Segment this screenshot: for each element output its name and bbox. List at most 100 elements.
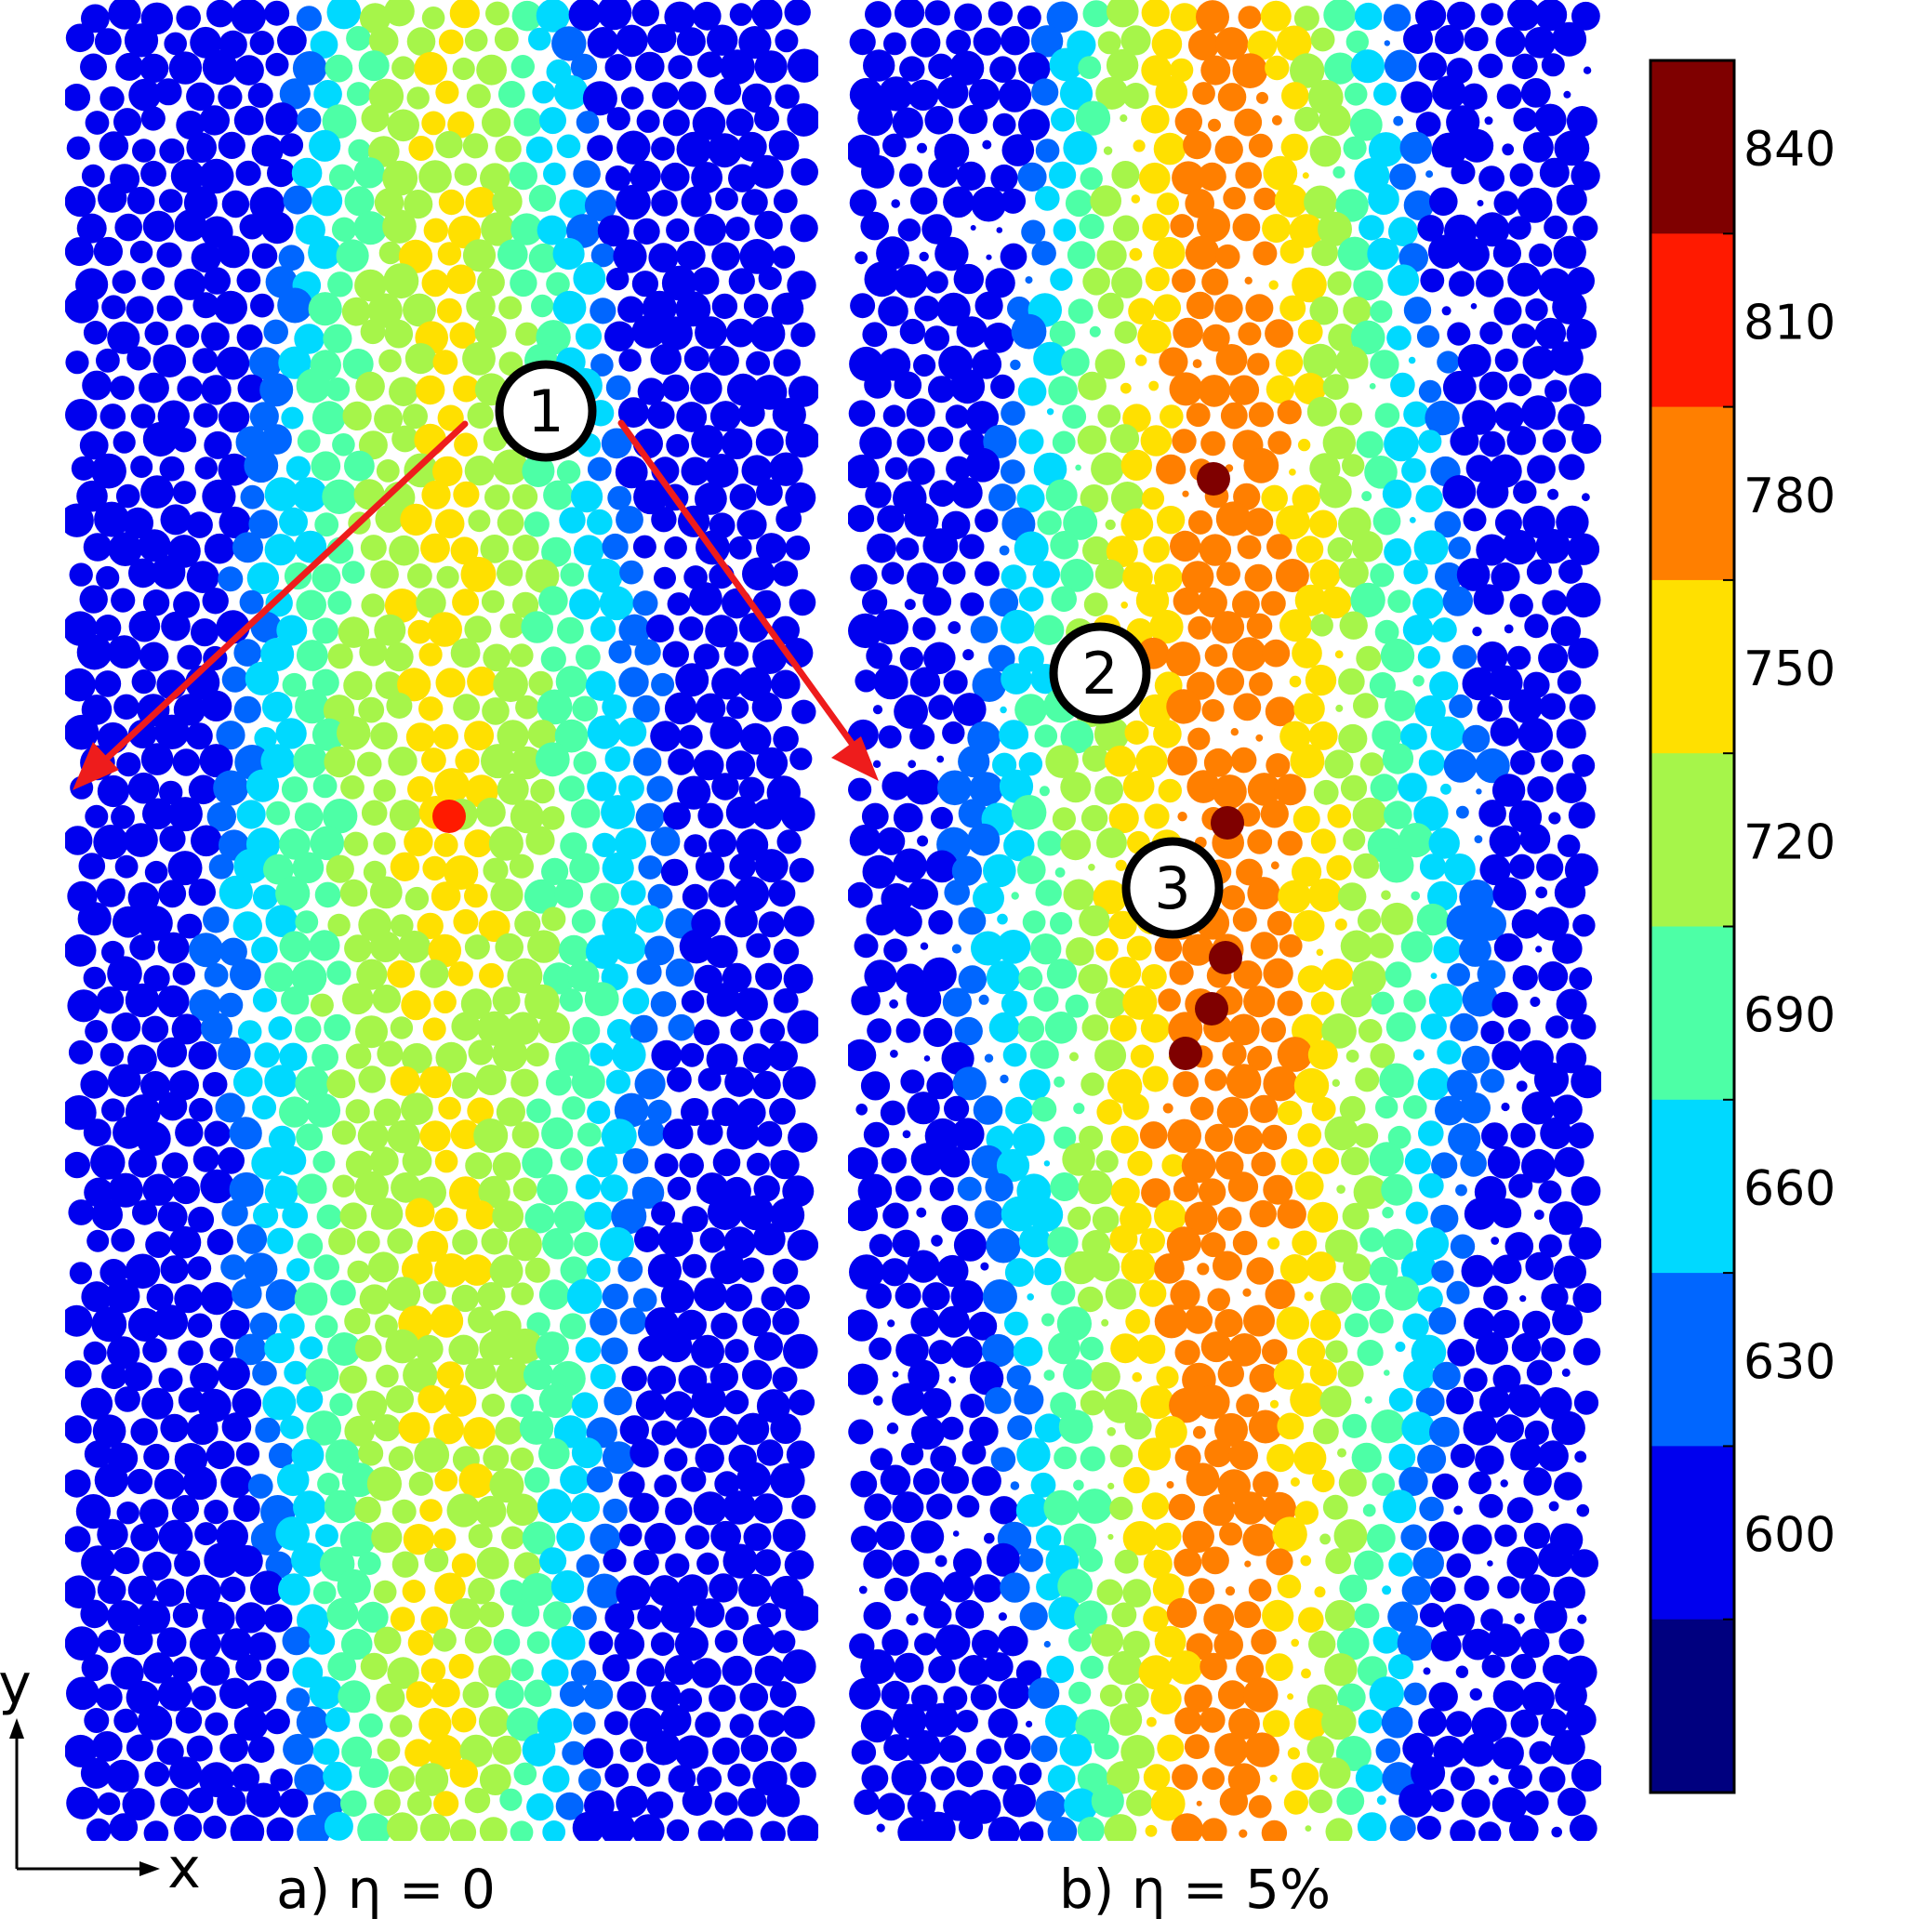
particle [358, 50, 390, 82]
particle [651, 1420, 677, 1446]
particle [527, 720, 558, 749]
particle [1379, 848, 1414, 883]
particle [1379, 1063, 1414, 1098]
particle [424, 1548, 449, 1572]
particle [1403, 1095, 1427, 1119]
particle [1217, 1680, 1248, 1710]
particle [1082, 536, 1111, 565]
particle [524, 879, 559, 914]
particle [711, 242, 740, 271]
particle [644, 1522, 676, 1555]
particle [1319, 586, 1352, 619]
particle [758, 1710, 787, 1738]
particle [465, 1152, 493, 1180]
particle [323, 324, 352, 353]
particle [232, 1388, 262, 1418]
particle [1046, 1655, 1074, 1684]
particle [524, 1042, 550, 1067]
particle [1069, 1052, 1079, 1062]
particle [1304, 185, 1337, 219]
particle [1504, 1232, 1534, 1261]
particle [862, 589, 888, 615]
particle [1557, 669, 1582, 695]
particle [130, 1418, 158, 1446]
particle [476, 54, 507, 86]
particle [1542, 429, 1566, 453]
particle [1293, 372, 1326, 405]
particle [622, 1148, 649, 1174]
particle [1491, 1737, 1524, 1770]
particle [1068, 1629, 1092, 1652]
particle [466, 84, 491, 109]
particle [1357, 908, 1382, 933]
particle [451, 1707, 477, 1733]
particle [468, 1306, 495, 1333]
particle [1114, 321, 1137, 344]
particle [785, 1595, 818, 1631]
particle [968, 1311, 998, 1341]
particle [1417, 645, 1440, 669]
particle [65, 714, 99, 750]
particle [1014, 531, 1049, 566]
particle [1001, 564, 1027, 590]
particle [569, 853, 600, 883]
particle [375, 1314, 398, 1338]
particle [550, 1569, 585, 1604]
particle [986, 960, 1021, 995]
particle [634, 1068, 666, 1100]
particle [1159, 347, 1188, 377]
particle [696, 693, 726, 723]
particle [1141, 1178, 1171, 1208]
particle [1316, 948, 1324, 957]
particle [1091, 1623, 1123, 1657]
particle [695, 483, 727, 515]
particle [401, 990, 431, 1021]
particle [537, 1489, 572, 1524]
particle [894, 1652, 924, 1683]
particle [1387, 1654, 1414, 1680]
particle [970, 225, 976, 231]
particle [1227, 1763, 1261, 1795]
particle [668, 1765, 696, 1793]
particle [660, 1279, 695, 1314]
particle [188, 774, 219, 805]
particle [236, 800, 266, 829]
particle [328, 164, 356, 191]
particle [619, 560, 643, 585]
particle [1568, 637, 1599, 668]
particle [756, 1439, 784, 1466]
particle [1527, 775, 1554, 803]
particle [914, 296, 940, 322]
particle [695, 1598, 725, 1628]
particle [1297, 319, 1323, 345]
particle [971, 1145, 1005, 1179]
particle [1520, 1574, 1550, 1604]
particle [1428, 1306, 1456, 1335]
particle [704, 454, 739, 488]
particle [694, 213, 726, 246]
particle [1465, 455, 1493, 483]
particle [479, 1817, 508, 1841]
particle [613, 239, 647, 273]
particle [1203, 1604, 1235, 1634]
particle [1197, 1263, 1210, 1276]
particle [1524, 1420, 1549, 1446]
particle [1047, 1817, 1078, 1841]
particle [1120, 114, 1128, 123]
particle [724, 1066, 755, 1097]
particle [1449, 271, 1475, 298]
particle [1507, 216, 1531, 240]
particle [1217, 1360, 1245, 1388]
particle [1339, 611, 1368, 640]
particle [1135, 354, 1147, 366]
particle [1283, 1790, 1308, 1815]
axis-y-arrowhead [9, 1718, 24, 1739]
particle [637, 1605, 662, 1630]
particle [218, 1037, 251, 1071]
particle [1353, 853, 1379, 880]
particle [1208, 118, 1221, 132]
particle [377, 1040, 404, 1067]
particle [204, 533, 235, 564]
particle [1432, 1473, 1459, 1500]
particle [729, 3, 753, 26]
